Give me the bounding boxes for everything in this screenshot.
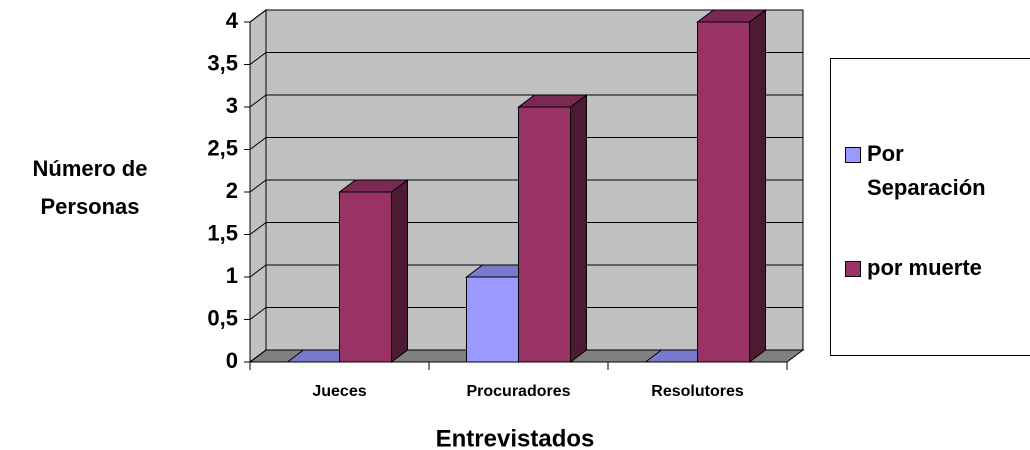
bar-front [466,276,519,363]
x-tick-label: Procuradores [466,383,570,400]
bar-top [517,94,588,108]
bar-top [338,179,409,193]
bar-side [749,9,766,363]
grid-line-side [249,222,267,235]
bar-front [339,191,392,363]
bar-front [518,106,571,363]
bar [696,9,767,363]
legend-label: por muerte [867,255,982,280]
y-tick-label: 1,5 [207,220,238,245]
grid-line-side [249,137,267,150]
legend-item: Por Separación [845,141,1027,205]
grid-line-side [249,264,267,278]
grid-line-side [249,179,267,193]
legend: Por Separación por muerte [830,58,1030,356]
grid-line-side [249,94,267,108]
y-tick-label: 1 [226,263,238,288]
x-tick-label: Resolutores [651,383,744,400]
grid-line-side [249,349,267,363]
bar [517,94,588,363]
legend-swatch [845,261,861,277]
grid-line-side [249,52,267,65]
y-tick-label: 4 [226,8,239,33]
y-tick-label: 2,5 [207,135,238,160]
grid-line-side [249,9,267,23]
bar-side [391,179,408,363]
legend-item: por muerte [845,255,1027,285]
y-tick-label: 3,5 [207,50,238,75]
x-tick-label: Jueces [312,383,366,400]
bar-side [570,94,587,363]
grid-line-side [249,307,267,320]
legend-label: Por Separación [867,141,986,200]
y-tick-label: 2 [226,178,238,203]
legend-swatch [845,147,861,163]
y-tick-label: 0 [226,348,238,373]
bar [338,179,409,363]
y-axis-title: Número de Personas [32,156,148,219]
bar-top [696,9,767,23]
x-axis-title: Entrevistados [436,425,595,450]
y-tick-label: 3 [226,93,238,118]
y-tick-label: 0,5 [207,305,238,330]
bar-front [697,21,750,363]
